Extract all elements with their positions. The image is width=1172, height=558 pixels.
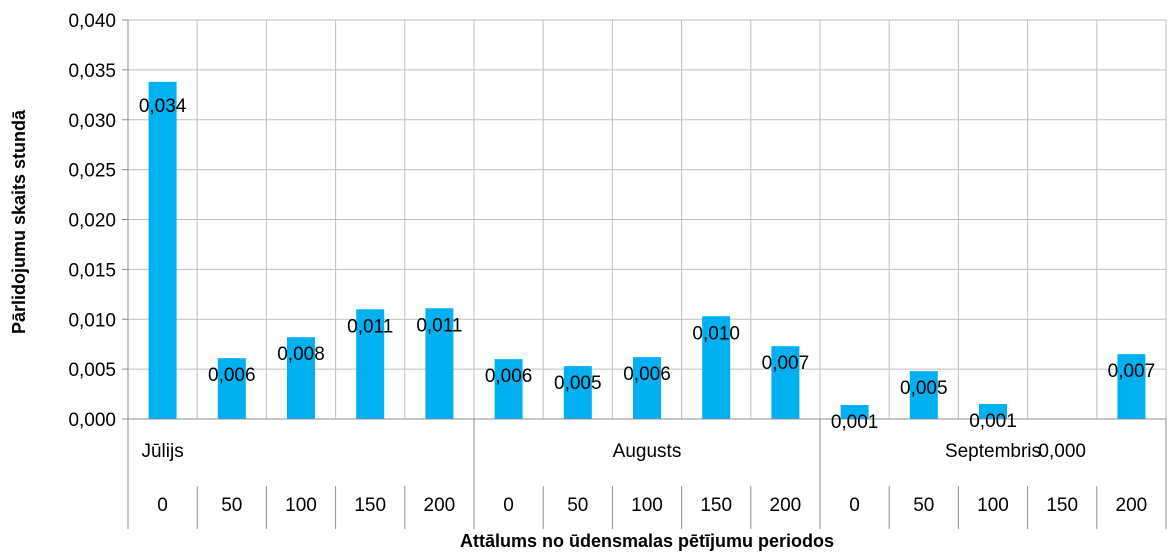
bar (494, 359, 523, 419)
x-tick-label: 50 (567, 495, 588, 516)
y-tick-label: 0,010 (68, 310, 116, 331)
x-tick-label: 50 (913, 495, 934, 516)
bars (148, 81, 1146, 419)
bar (148, 81, 177, 419)
y-tick-label: 0,040 (68, 11, 116, 32)
data-label: 0,001 (969, 411, 1017, 432)
y-tick-label: 0,025 (68, 161, 116, 182)
group-label: Augusts (613, 441, 682, 462)
data-label: 0,034 (139, 96, 187, 117)
data-label: 0,011 (416, 315, 462, 336)
data-label: 0,007 (1108, 361, 1156, 382)
y-tick-label: 0,005 (68, 360, 116, 381)
x-tick-label: 100 (285, 495, 317, 516)
x-tick-label: 150 (354, 495, 386, 516)
group-label: Septembris (945, 441, 1041, 462)
gridlines (128, 19, 1167, 419)
data-label: 0,006 (485, 366, 533, 387)
bar (633, 357, 661, 419)
data-label: 0,005 (900, 378, 948, 399)
y-axis-title: Pārlidojumu skaits stundā (9, 109, 29, 334)
data-label: 0,010 (692, 323, 740, 344)
data-label: 0,000 (1038, 441, 1086, 462)
x-tick-label: 200 (1116, 495, 1148, 516)
bar (356, 309, 385, 419)
x-tick-label: 50 (221, 495, 242, 516)
x-tick-label: 100 (977, 495, 1009, 516)
y-tick-label: 0,000 (68, 410, 116, 431)
bar (979, 404, 1007, 419)
data-label: 0,001 (831, 412, 879, 433)
bar (1117, 354, 1146, 419)
bar (909, 371, 938, 419)
axes (122, 19, 1167, 529)
x-tick-label: 150 (700, 495, 732, 516)
data-label: 0,006 (208, 365, 256, 386)
data-labels: 0,034 0,006 0,008 0,011 0,011 0,006 0,005 0,006… (139, 96, 1155, 462)
bar (840, 405, 869, 419)
bar (287, 337, 315, 419)
x-tick-label: 100 (631, 495, 663, 516)
x-tick-label: 0 (157, 495, 168, 516)
tick-labels: 0,000 0,005 0,010 0,015 0,020 0,025 0,030 0,035… (68, 11, 1147, 516)
y-tick-label: 0,020 (68, 211, 116, 232)
x-tick-label: 0 (849, 495, 860, 516)
x-tick-label: 0 (503, 495, 514, 516)
data-label: 0,008 (277, 344, 325, 365)
bar (702, 316, 731, 419)
y-tick-label: 0,015 (68, 260, 116, 281)
data-label: 0,006 (623, 364, 671, 385)
x-axis-title: Attālums no ūdensmalas pētījumu periodos (460, 531, 834, 551)
bar (425, 308, 454, 419)
x-tick-label: 150 (1046, 495, 1078, 516)
data-label: 0,005 (554, 373, 602, 394)
bar (563, 366, 592, 419)
group-label: Jūlijs (141, 441, 183, 462)
x-tick-label: 200 (424, 495, 456, 516)
data-label: 0,007 (762, 353, 810, 374)
bar (217, 358, 246, 419)
data-label: 0,011 (347, 316, 393, 337)
y-tick-label: 0,035 (68, 61, 116, 82)
x-tick-label: 200 (770, 495, 802, 516)
y-tick-label: 0,030 (68, 111, 116, 132)
bar (771, 346, 800, 419)
